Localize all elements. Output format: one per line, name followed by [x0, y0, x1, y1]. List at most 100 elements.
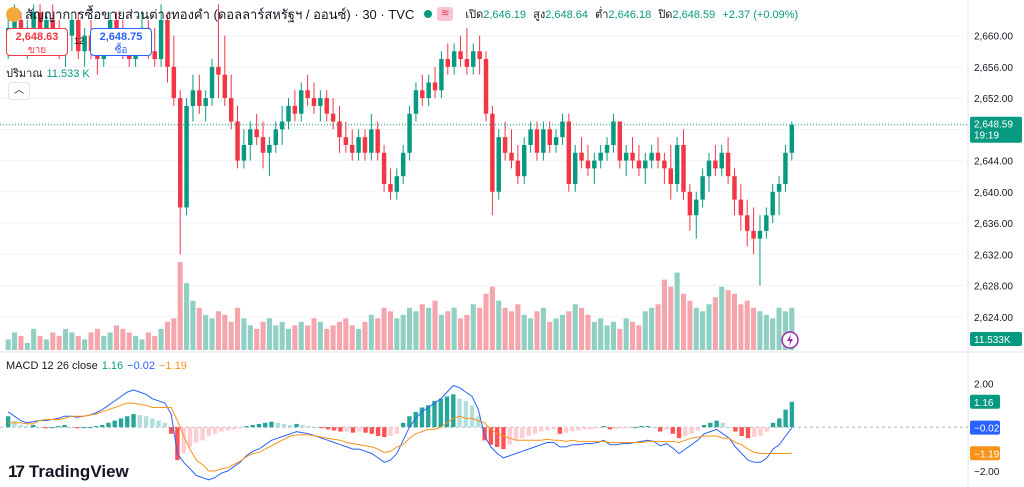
volume-bar: [687, 300, 693, 350]
volume-bar: [470, 304, 476, 350]
volume-bar: [731, 293, 738, 350]
price-axis-label: 2,652.00: [974, 94, 1013, 105]
symbol-title[interactable]: สัญญาการซื้อขายส่วนต่างทองคำ (ดอลลาร์สหร…: [25, 6, 415, 22]
volume-axis-tag: [970, 332, 1022, 346]
macd-signal-value: −1.19: [158, 360, 187, 372]
candle-body: [547, 129, 552, 145]
candle-body: [311, 98, 317, 106]
macd-histogram-bar: [168, 427, 174, 434]
macd-histogram-bar: [263, 422, 268, 428]
macd-histogram-bar: [156, 420, 161, 428]
macd-histogram-bar: [432, 400, 437, 428]
volume-bar: [196, 307, 202, 350]
candle-body: [783, 152, 788, 184]
volume-bar: [413, 311, 419, 350]
macd-histogram-bar: [400, 422, 406, 428]
volume-bar: [521, 314, 527, 350]
macd-histogram-bar: [689, 427, 694, 434]
candle-body: [719, 152, 724, 169]
tradingview-logo[interactable]: 17 TradingView: [8, 462, 129, 482]
macd-histogram-bar: [143, 416, 149, 428]
macd-histogram-bar: [726, 427, 732, 429]
volume-bar: [107, 332, 113, 350]
macd-histogram-bar: [81, 427, 86, 429]
macd-histogram-bar: [701, 425, 707, 428]
volume-bar: [604, 325, 610, 350]
candle-body: [789, 124, 795, 153]
candle-body: [662, 160, 667, 169]
candle-body: [375, 129, 380, 153]
candle-body: [725, 152, 731, 177]
high-value: 2,648.64: [545, 9, 589, 21]
sell-button[interactable]: 2,648.63 ขาย: [6, 28, 68, 56]
candle-body: [254, 129, 259, 138]
macd-legend[interactable]: MACD 12 26 close 1.16 −0.02 −1.19: [6, 360, 187, 372]
macd-histogram-bar: [551, 427, 556, 430]
volume-bar: [763, 314, 769, 350]
candle-body: [744, 215, 750, 231]
volume-bar: [215, 311, 221, 350]
volume-bar: [31, 328, 37, 350]
candle-body: [177, 98, 183, 208]
macd-histogram-bar: [225, 427, 230, 431]
candle-body: [420, 90, 425, 99]
data-badge-icon[interactable]: ≋: [437, 7, 454, 21]
candle-body: [681, 144, 686, 192]
candle-body: [337, 121, 342, 138]
volume-bar: [82, 339, 88, 350]
volume-bar: [744, 300, 750, 350]
volume-bar: [260, 321, 266, 350]
macd-histogram-bar: [325, 427, 331, 430]
volume-bar: [598, 318, 604, 350]
macd-histogram-bar: [501, 427, 506, 450]
close-value: 2,648.59: [672, 9, 716, 21]
candle-body: [165, 20, 170, 67]
candle-body: [407, 113, 412, 153]
candle-body: [318, 98, 323, 106]
candle-body: [248, 129, 253, 145]
macd-histogram-bar: [18, 425, 23, 428]
volume-bar: [400, 314, 406, 350]
volume-bar: [336, 321, 343, 350]
spread-value: 12: [74, 36, 85, 46]
volume-bar: [356, 328, 362, 350]
macd-histogram-bar: [607, 427, 613, 430]
macd-histogram-bar: [720, 422, 726, 428]
macd-histogram-bar: [382, 427, 387, 438]
candle-body: [76, 20, 81, 52]
macd-histogram-bar: [281, 423, 287, 428]
volume-bar: [234, 307, 241, 350]
buy-button[interactable]: 2,648.75 ซื้อ: [90, 28, 152, 56]
last-price-tag: [970, 116, 1022, 143]
market-status-dot: [424, 10, 433, 18]
volume-bar: [655, 304, 661, 350]
candle-body: [751, 230, 756, 239]
candle-body: [541, 129, 546, 153]
volume-bar: [43, 339, 49, 350]
volume-bar: [610, 321, 616, 350]
candle-body: [114, 20, 119, 36]
macd-histogram-bar: [789, 401, 795, 428]
candle-body: [324, 98, 329, 114]
collapse-chevron-icon[interactable]: ︿: [8, 82, 30, 100]
candle-body: [579, 152, 584, 161]
candle-body: [362, 137, 368, 153]
macd-histogram-bar: [683, 427, 688, 436]
volume-bar: [18, 335, 24, 350]
price-axis-label: 2,628.00: [974, 282, 1013, 293]
volume-bar: [751, 307, 757, 350]
macd-histogram-bar: [306, 426, 312, 428]
volume-bar: [12, 332, 18, 350]
volume-bar: [75, 335, 81, 350]
volume-bar: [203, 314, 209, 350]
macd-histogram-bar: [770, 422, 776, 428]
candle-body: [643, 160, 648, 169]
volume-bar: [706, 304, 712, 350]
volume-bar: [496, 300, 502, 350]
macd-histogram-bar: [695, 427, 701, 431]
macd-histogram-bar: [37, 427, 42, 429]
macd-histogram-bar: [463, 400, 469, 428]
macd-signal-tag: [970, 446, 1000, 461]
volume-bar: [738, 304, 744, 350]
